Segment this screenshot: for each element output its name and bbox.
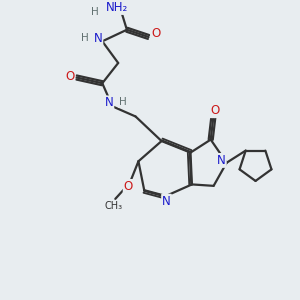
Text: O: O — [151, 27, 160, 40]
Text: N: N — [105, 96, 113, 110]
Text: N: N — [162, 195, 171, 208]
Text: O: O — [124, 180, 133, 193]
Text: N: N — [217, 154, 226, 167]
Text: O: O — [210, 104, 220, 117]
Text: NH₂: NH₂ — [106, 1, 128, 14]
Text: H: H — [81, 33, 89, 43]
Text: CH₃: CH₃ — [105, 201, 123, 211]
Text: H: H — [119, 97, 126, 107]
Text: O: O — [65, 70, 74, 83]
Text: H: H — [91, 7, 98, 17]
Text: N: N — [94, 32, 102, 45]
